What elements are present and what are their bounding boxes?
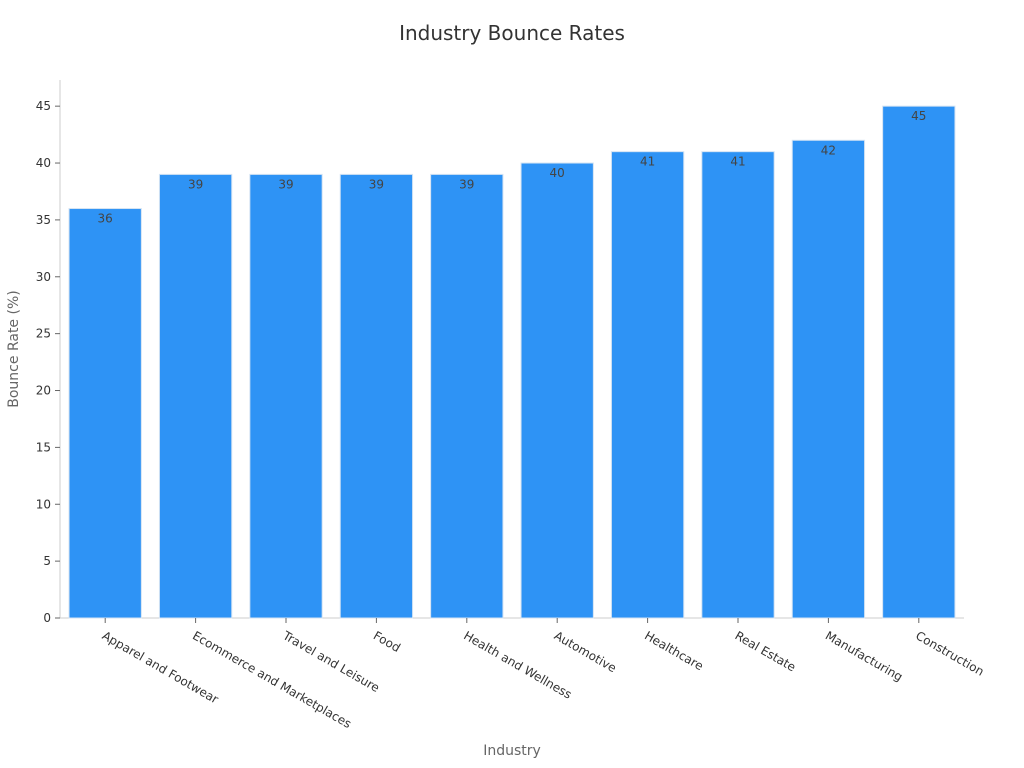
y-tick-label: 20 bbox=[36, 384, 51, 398]
data-label: 39 bbox=[369, 177, 384, 191]
y-tick-label: 5 bbox=[43, 554, 51, 568]
bar bbox=[701, 151, 775, 619]
x-tick-label: Real Estate bbox=[733, 628, 799, 674]
x-tick-label: Manufacturing bbox=[823, 628, 905, 684]
y-tick-label: 25 bbox=[36, 327, 51, 341]
y-tick-label: 35 bbox=[36, 213, 51, 227]
x-tick-label: Ecommerce and Marketplaces bbox=[190, 628, 354, 731]
bars-group bbox=[68, 105, 956, 619]
data-label: 45 bbox=[911, 109, 926, 123]
data-label: 41 bbox=[640, 155, 655, 169]
y-tick-label: 15 bbox=[36, 440, 51, 454]
bar bbox=[882, 105, 956, 619]
bar bbox=[68, 208, 142, 619]
data-label: 42 bbox=[821, 143, 836, 157]
y-axis-title: Bounce Rate (%) bbox=[6, 290, 22, 407]
data-label: 39 bbox=[459, 177, 474, 191]
y-ticks-group: 0 5 10 15 20 25 30 35 40 45 bbox=[36, 99, 60, 625]
chart-title: Industry Bounce Rates bbox=[399, 21, 625, 45]
bar bbox=[339, 173, 414, 619]
bar bbox=[610, 151, 685, 619]
data-label: 39 bbox=[278, 177, 293, 191]
data-label: 40 bbox=[550, 166, 565, 180]
x-tick-label: Healthcare bbox=[642, 628, 706, 673]
bar bbox=[158, 173, 233, 619]
bar bbox=[520, 162, 594, 619]
data-label: 36 bbox=[98, 212, 113, 226]
x-tick-label: Food bbox=[371, 628, 403, 655]
y-tick-label: 30 bbox=[36, 270, 51, 284]
data-labels-group: 36 39 39 39 39 40 41 41 42 45 bbox=[98, 109, 927, 225]
data-label: 39 bbox=[188, 177, 203, 191]
bar bbox=[249, 173, 323, 619]
y-tick-label: 40 bbox=[36, 156, 51, 170]
y-tick-label: 10 bbox=[36, 497, 51, 511]
data-label: 41 bbox=[730, 155, 745, 169]
bar bbox=[791, 139, 866, 619]
x-tick-label: Construction bbox=[913, 628, 986, 678]
y-tick-label: 45 bbox=[36, 99, 51, 113]
bar bbox=[430, 173, 504, 619]
x-axis-title: Industry bbox=[483, 743, 541, 759]
y-tick-label: 0 bbox=[43, 611, 51, 625]
x-tick-label: Automotive bbox=[552, 628, 619, 675]
